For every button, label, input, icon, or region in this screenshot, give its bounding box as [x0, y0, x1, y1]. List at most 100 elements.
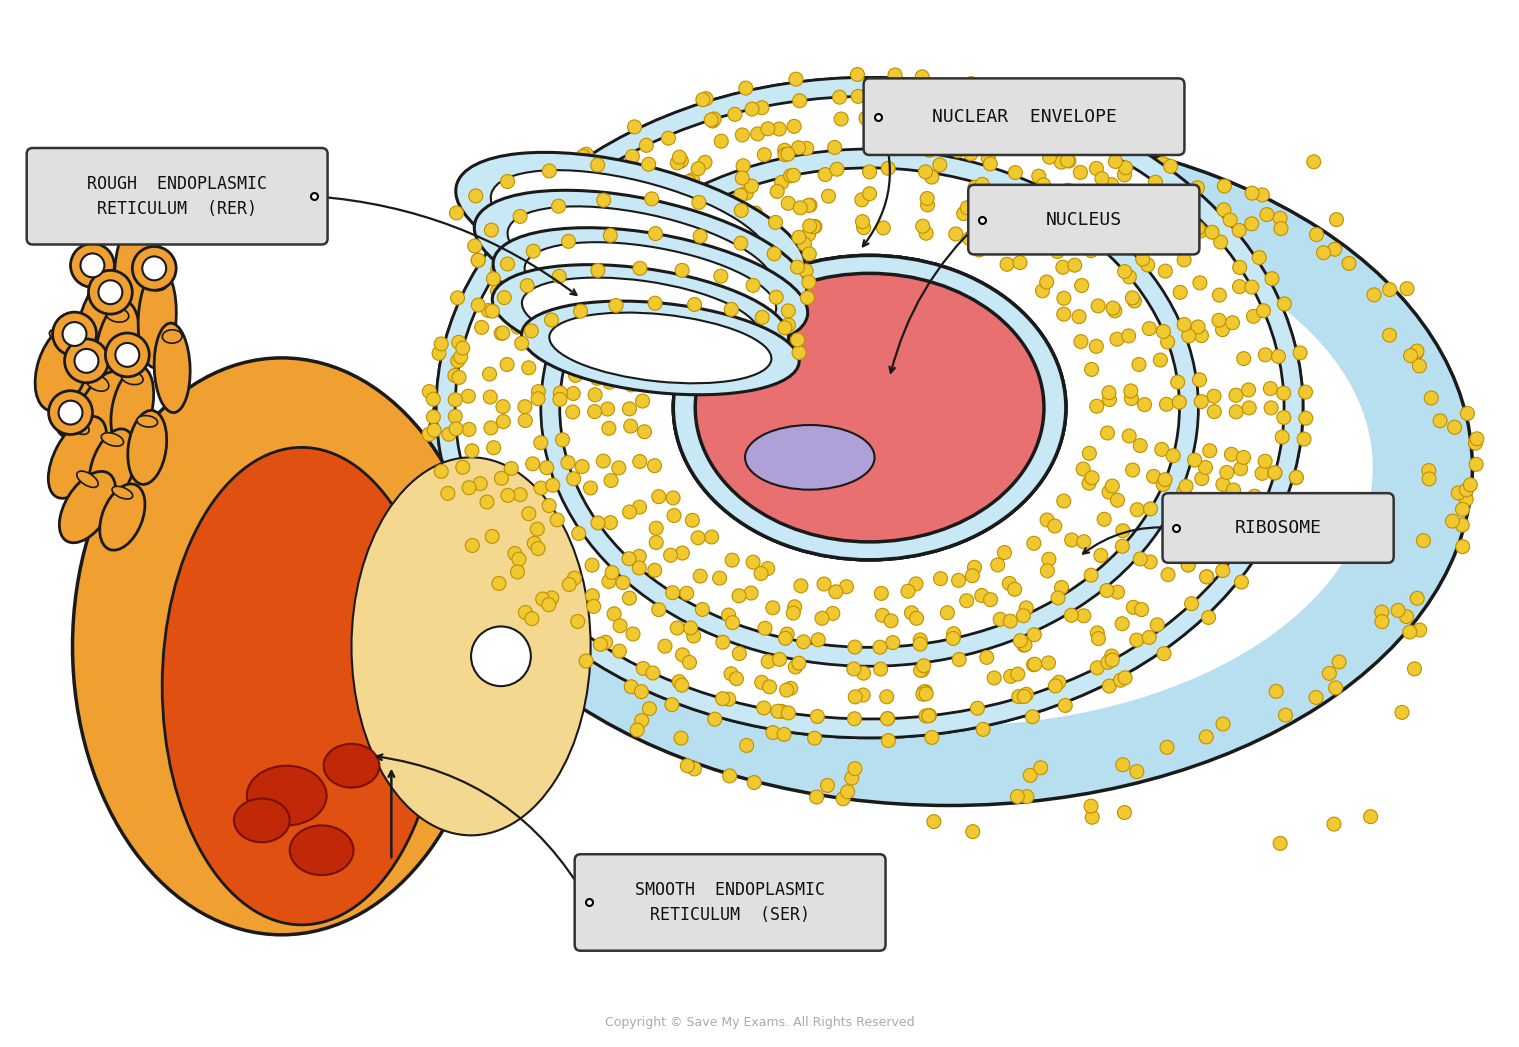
Circle shape — [919, 164, 933, 179]
Circle shape — [1109, 155, 1123, 169]
Circle shape — [576, 460, 589, 473]
Circle shape — [726, 616, 740, 629]
Circle shape — [1136, 252, 1150, 266]
Circle shape — [965, 76, 978, 90]
Circle shape — [772, 122, 787, 136]
Ellipse shape — [436, 77, 1303, 738]
Circle shape — [570, 324, 583, 338]
Circle shape — [1279, 708, 1293, 722]
Circle shape — [108, 188, 152, 232]
Circle shape — [609, 298, 623, 312]
Circle shape — [427, 410, 441, 424]
Circle shape — [541, 653, 554, 668]
Circle shape — [115, 343, 140, 366]
Circle shape — [1232, 280, 1247, 293]
Circle shape — [922, 709, 936, 722]
Circle shape — [591, 264, 605, 277]
Ellipse shape — [507, 206, 773, 311]
Circle shape — [913, 638, 927, 651]
Circle shape — [448, 393, 462, 406]
Text: SMOOTH  ENDOPLASMIC
RETICULUM  (SER): SMOOTH ENDOPLASMIC RETICULUM (SER) — [635, 881, 825, 925]
Circle shape — [694, 280, 709, 293]
Circle shape — [1157, 647, 1171, 661]
Circle shape — [914, 138, 928, 152]
Circle shape — [1367, 288, 1381, 302]
Circle shape — [1277, 410, 1291, 424]
Circle shape — [1391, 603, 1405, 618]
Ellipse shape — [492, 265, 788, 372]
Circle shape — [1065, 533, 1078, 547]
Ellipse shape — [111, 366, 153, 449]
Circle shape — [971, 126, 984, 140]
Circle shape — [706, 224, 722, 239]
Circle shape — [574, 184, 588, 198]
Circle shape — [1106, 653, 1120, 667]
Ellipse shape — [290, 825, 354, 875]
Circle shape — [755, 675, 769, 689]
Circle shape — [770, 184, 784, 198]
Circle shape — [769, 290, 784, 305]
Circle shape — [608, 607, 621, 621]
Circle shape — [1416, 534, 1431, 548]
Circle shape — [688, 762, 702, 776]
Circle shape — [491, 263, 504, 276]
Circle shape — [583, 481, 597, 495]
Circle shape — [422, 384, 436, 399]
Circle shape — [966, 825, 980, 839]
Circle shape — [494, 327, 509, 340]
Circle shape — [981, 152, 995, 165]
Circle shape — [908, 577, 924, 591]
Circle shape — [722, 608, 735, 622]
Circle shape — [1448, 420, 1461, 435]
Ellipse shape — [100, 484, 144, 550]
Circle shape — [1171, 375, 1185, 389]
Circle shape — [1221, 539, 1236, 554]
Circle shape — [963, 231, 977, 245]
Circle shape — [647, 563, 662, 577]
Circle shape — [448, 369, 462, 382]
Circle shape — [770, 705, 785, 718]
Circle shape — [526, 611, 539, 626]
Circle shape — [1460, 492, 1473, 507]
Circle shape — [1341, 257, 1356, 270]
Circle shape — [1009, 111, 1022, 125]
Circle shape — [712, 571, 726, 585]
Circle shape — [946, 631, 960, 645]
Circle shape — [775, 176, 788, 190]
Ellipse shape — [696, 273, 1044, 542]
Circle shape — [781, 318, 796, 332]
Circle shape — [1130, 503, 1144, 516]
Circle shape — [1200, 570, 1214, 584]
Circle shape — [916, 687, 930, 701]
Circle shape — [649, 226, 662, 241]
Circle shape — [1159, 397, 1174, 411]
Circle shape — [1085, 799, 1098, 814]
Circle shape — [886, 636, 899, 649]
Circle shape — [802, 227, 816, 241]
Ellipse shape — [673, 255, 1066, 560]
Circle shape — [620, 196, 633, 209]
Circle shape — [1332, 655, 1346, 669]
Circle shape — [793, 201, 807, 215]
Circle shape — [571, 527, 586, 540]
Circle shape — [1123, 270, 1136, 284]
Circle shape — [646, 229, 659, 243]
Circle shape — [594, 638, 608, 651]
Circle shape — [1133, 198, 1147, 211]
Circle shape — [647, 268, 661, 282]
Circle shape — [1009, 165, 1022, 180]
Circle shape — [532, 224, 545, 239]
Ellipse shape — [744, 425, 875, 490]
Circle shape — [1399, 609, 1414, 624]
Ellipse shape — [524, 242, 776, 334]
Circle shape — [1422, 464, 1435, 477]
Circle shape — [863, 165, 876, 179]
Circle shape — [450, 493, 463, 508]
Ellipse shape — [541, 149, 1198, 666]
Circle shape — [653, 311, 667, 325]
Circle shape — [523, 507, 536, 520]
Circle shape — [858, 111, 873, 126]
Circle shape — [471, 298, 485, 312]
Circle shape — [638, 168, 652, 181]
Circle shape — [64, 339, 108, 383]
